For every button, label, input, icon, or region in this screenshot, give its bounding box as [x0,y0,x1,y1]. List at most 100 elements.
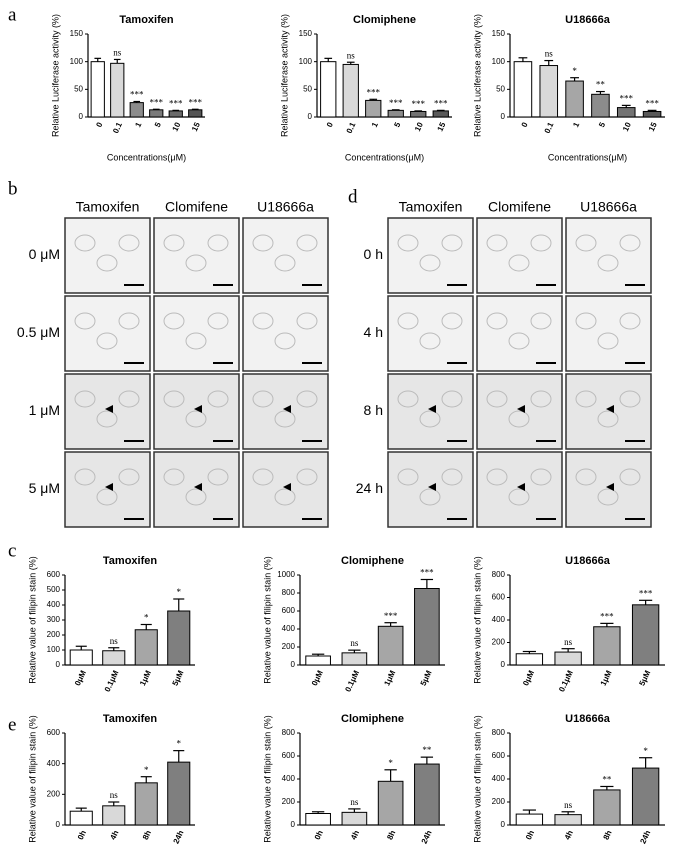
cell [274,410,296,428]
cell [296,468,318,486]
x-tick-label: 5 [597,120,607,128]
cell [96,332,118,350]
significance-label: *** [189,97,203,107]
row-label: 4 h [364,324,383,340]
significance-label: ns [110,636,119,646]
bar [554,814,582,826]
cell [252,468,274,486]
bar [168,110,183,118]
x-tick-label: 5μM [419,669,434,688]
y-axis-label: Relative Luciferase activity (%) [279,14,289,137]
y-tick-label: 150 [492,29,506,38]
y-tick-label: 800 [492,570,506,579]
y-tick-label: 800 [282,728,296,737]
significance-label: * [144,613,149,623]
cell [575,390,597,408]
significance-label: ns [350,797,359,807]
cell [441,390,463,408]
x-tick-label: 0.1μM [343,669,361,694]
cell [619,468,641,486]
x-tick-label: 5μM [171,669,186,688]
cell [96,254,118,272]
panel-letter: d [348,186,358,207]
y-tick-label: 100 [492,57,506,66]
cell [96,488,118,506]
bar [565,80,584,118]
column-label: Tamoxifen [76,199,140,215]
arrow-head [517,405,525,413]
y-axis-label: Relative value of filipin stain (%) [262,715,272,843]
y-tick-label: 200 [282,797,296,806]
cell [207,312,229,330]
arrow-head [105,483,113,491]
x-tick-label: 15 [436,120,448,132]
panel-letter: c [8,540,16,561]
significance-label: *** [645,98,659,108]
x-tick-label: 24h [171,829,185,845]
y-axis-label: Relative value of filipin stain (%) [262,556,272,684]
bar [414,763,440,826]
cell [74,468,96,486]
bar [102,805,126,826]
arrow-head [194,483,202,491]
cell [619,234,641,252]
cell [597,332,619,350]
cell [118,312,140,330]
chart-title: Tamoxifen [103,713,157,725]
y-tick-label: 0 [56,660,61,669]
cell [296,312,318,330]
cell [397,390,419,408]
significance-label: * [144,765,149,775]
x-axis-label: Concentrations(μM) [107,152,186,162]
significance-label: * [572,66,577,76]
bar [387,109,404,118]
significance-label: * [177,587,182,597]
cell [441,312,463,330]
x-tick-label: 0.1 [345,120,358,134]
y-axis-label: Relative value of filipin stain (%) [27,556,37,684]
bar [320,61,337,118]
cell [397,468,419,486]
cell [575,468,597,486]
y-axis-label: Relative Luciferase activity (%) [472,14,482,137]
cell [508,332,530,350]
cell [252,390,274,408]
x-tick-label: 0h [524,829,536,841]
bar [642,110,662,118]
y-axis-label: Relative Luciferase activity (%) [50,14,60,137]
cell [185,410,207,428]
row-label: 24 h [356,480,383,496]
x-tick-label: 0h [76,829,88,841]
y-tick-label: 600 [282,606,296,615]
chart-title: Clomiphene [341,713,404,725]
y-tick-label: 200 [492,638,506,647]
x-tick-label: 0μM [521,669,536,688]
x-tick-label: 5 [392,120,402,128]
x-tick-label: 0.1 [543,120,556,134]
chart-title: Clomiphene [341,555,404,567]
arrow-head [105,405,113,413]
chart-title: U18666a [565,14,611,26]
cell [185,254,207,272]
cell [441,468,463,486]
x-tick-label: 4h [563,829,575,841]
cell [597,488,619,506]
bar [69,649,93,666]
chart-title: Clomiphene [353,14,416,26]
y-tick-label: 600 [492,593,506,602]
cell [397,234,419,252]
cell [486,390,508,408]
y-tick-label: 50 [303,84,312,93]
bar [341,811,368,826]
y-tick-label: 50 [74,84,83,93]
significance-label: *** [620,93,634,103]
bar [167,761,191,826]
x-tick-label: 0.1 [111,120,124,134]
row-label: 8 h [364,402,383,418]
x-tick-label: 0.1μM [557,669,575,694]
cell [252,234,274,252]
row-label: 0.5 μM [17,324,60,340]
significance-label: ns [350,638,359,648]
panel-letter: a [8,4,17,25]
